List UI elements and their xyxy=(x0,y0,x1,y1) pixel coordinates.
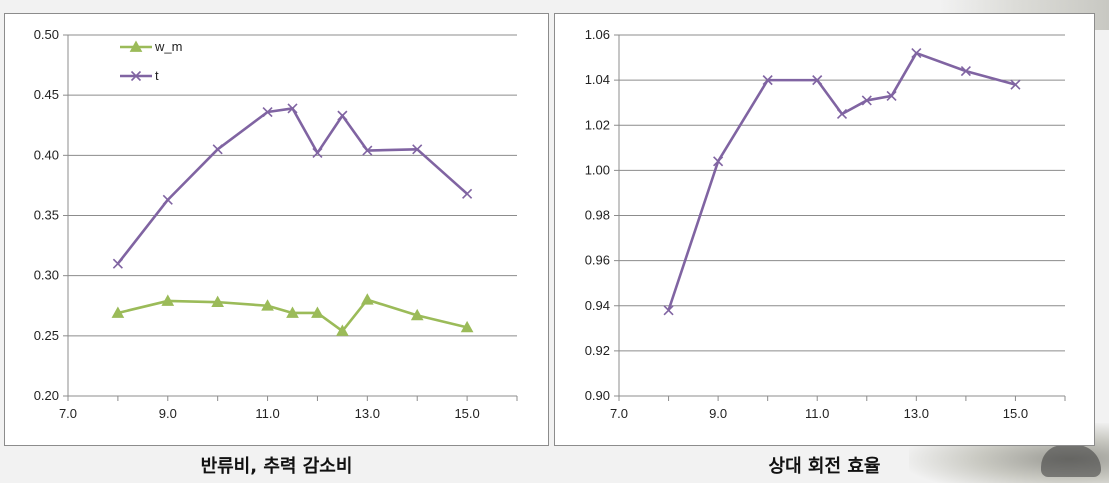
chart1-series-0-point-3-stroke-b xyxy=(812,75,823,86)
chart1-series-0-point-4-stroke-b xyxy=(836,108,848,120)
chart0-series-0-point-0 xyxy=(111,306,125,318)
chart0-series-0-line xyxy=(117,298,468,333)
chart0-series-1-point-6-stroke-b xyxy=(337,110,348,121)
chart0-series-1-point-1-stroke-b xyxy=(162,194,173,205)
chart0-ytick-label-1: 0.25 xyxy=(34,328,59,343)
car-image xyxy=(1041,445,1101,477)
chart1-ytick-label-3: 0.96 xyxy=(585,253,610,268)
chart0-series-1-point-4-stroke-b xyxy=(287,103,298,114)
chart1-series-0-point-7-stroke-b xyxy=(911,47,922,59)
chart1-xtick-label-3: 13.0 xyxy=(904,406,929,421)
chart1-xtick-label-1: 9.0 xyxy=(709,406,727,421)
chart0-series-1-point-2 xyxy=(212,144,223,155)
chart1-series-0-point-5 xyxy=(861,95,872,106)
chart0-series-1-point-0-stroke-b xyxy=(112,258,123,269)
chart0-legend-label-1: t xyxy=(155,68,159,83)
chart0-series-1-point-3-stroke-b xyxy=(262,106,273,118)
chart0-ytick-label-5: 0.45 xyxy=(34,87,59,102)
chart1-series-0-point-7 xyxy=(911,47,922,59)
chart0-ytick-label-0: 0.20 xyxy=(34,388,59,403)
chart0-legend-marker-1-stroke-b xyxy=(130,70,142,82)
caption-left: 반류비, 추력 감소비 xyxy=(200,456,353,477)
chart0-series-0-point-5 xyxy=(311,306,324,318)
chart0-ytick-label-3: 0.35 xyxy=(34,208,59,223)
chart0-series-1-point-7 xyxy=(362,145,373,156)
chart0-series-0-point-8 xyxy=(410,308,424,321)
chart0-series-0-point-3 xyxy=(261,299,274,311)
chart0-series-0-point-9 xyxy=(460,320,474,333)
chart1-series-0-point-1 xyxy=(713,156,724,167)
chart1-series-0-point-2-stroke-b xyxy=(762,75,773,86)
chart0-series-1-point-8 xyxy=(412,144,423,155)
chart0-xtick-label-3: 13.0 xyxy=(355,406,380,421)
chart1-series-0-point-9 xyxy=(1010,79,1021,90)
chart1-series-0-point-1-stroke-b xyxy=(713,156,724,167)
chart0-legend-label-0: w_m xyxy=(154,39,182,54)
chart0-series-1-point-9 xyxy=(462,188,473,199)
chart1-series-0-point-0-stroke-b xyxy=(663,305,674,316)
chart1-xtick-label-2: 11.0 xyxy=(805,406,829,421)
chart0-series-1-point-6 xyxy=(337,110,348,121)
caption-right: 상대 회전 효율 xyxy=(768,456,881,477)
chart1-series-0-point-3 xyxy=(812,75,823,86)
chart0-series-0-point-1 xyxy=(161,294,175,306)
chart0-ytick-label-4: 0.40 xyxy=(34,147,59,162)
chart1-ytick-label-2: 0.94 xyxy=(585,298,610,313)
chart1-ytick-label-0: 0.90 xyxy=(585,388,610,403)
chart0-series-1-point-5 xyxy=(312,147,323,158)
chart0-series-1-point-3 xyxy=(262,106,273,118)
chart0-xtick-label-0: 7.0 xyxy=(59,406,77,421)
chart1-series-0-line xyxy=(667,51,1016,311)
chart1-ytick-label-5: 1.00 xyxy=(585,162,610,177)
chart1-series-0-point-0 xyxy=(663,305,674,316)
chart0-xtick-label-4: 15.0 xyxy=(454,406,479,421)
chart0-series-1-point-7-stroke-b xyxy=(362,145,373,156)
chart0-ytick-label-2: 0.30 xyxy=(34,268,59,283)
chart-panel-rotative-efficiency: 0.90 0.92 0.94 0.96 0.98 1.00 1.02 1.04 1.06 7.0 9… xyxy=(554,13,1095,446)
chart0-series-1-point-2-stroke-b xyxy=(212,144,223,155)
chart0-legend-marker-1 xyxy=(130,70,142,82)
chart0-series-1-point-0 xyxy=(112,258,123,269)
chart1-series-0-point-6 xyxy=(886,90,897,101)
chart0-series-1-point-5-stroke-b xyxy=(312,147,323,158)
chart1-ytick-label-1: 0.92 xyxy=(585,343,610,358)
chart0-ytick-label-6: 0.50 xyxy=(34,27,59,42)
chart0-series-0-point-4 xyxy=(286,306,299,318)
chart1-series-0-point-6-stroke-b xyxy=(886,90,897,101)
chart0-series-1-point-4 xyxy=(287,103,298,114)
chart0-series-0-point-6 xyxy=(336,324,349,336)
chart1-ytick-label-7: 1.04 xyxy=(585,72,610,87)
chart1-series-0-point-4 xyxy=(836,108,848,120)
chart0-series-1-line xyxy=(116,107,468,265)
chart1-series-0-point-5-stroke-b xyxy=(861,95,872,106)
chart0-series-0-point-2 xyxy=(211,295,225,308)
chart0-xtick-label-1: 9.0 xyxy=(159,406,177,421)
chart0-xtick-label-2: 11.0 xyxy=(255,406,279,421)
chart0-series-1-point-9-stroke-b xyxy=(462,188,473,199)
chart1-series-0-point-9-stroke-b xyxy=(1010,79,1021,90)
chart1-ytick-label-8: 1.06 xyxy=(585,27,610,42)
chart1-ytick-label-4: 0.98 xyxy=(585,208,610,223)
chart1-series-0-point-8-stroke-b xyxy=(960,66,971,77)
chart1-xtick-label-4: 15.0 xyxy=(1003,406,1028,421)
chart-panel-thrust-wake: 0.20 0.25 0.30 0.35 0.40 0.45 0.50 7.0 9.0 11.0 13… xyxy=(4,13,549,446)
chart-right-svg: 0.90 0.92 0.94 0.96 0.98 1.00 1.02 1.04 1.06 7.0 9… xyxy=(585,27,1066,421)
chart1-ytick-label-6: 1.02 xyxy=(585,117,610,132)
chart1-xtick-label-0: 7.0 xyxy=(610,406,628,421)
chart0-series-1-point-8-stroke-b xyxy=(412,144,423,155)
chart0-series-1-point-1 xyxy=(162,194,173,205)
chart0-legend-marker-0 xyxy=(129,40,143,52)
chart1-series-0-point-8 xyxy=(960,66,971,77)
chart-left-svg: 0.20 0.25 0.30 0.35 0.40 0.45 0.50 7.0 9.0 11.0 13… xyxy=(34,27,518,421)
chart1-series-0-point-2 xyxy=(762,75,773,86)
chart0-series-0-point-7 xyxy=(360,293,374,305)
